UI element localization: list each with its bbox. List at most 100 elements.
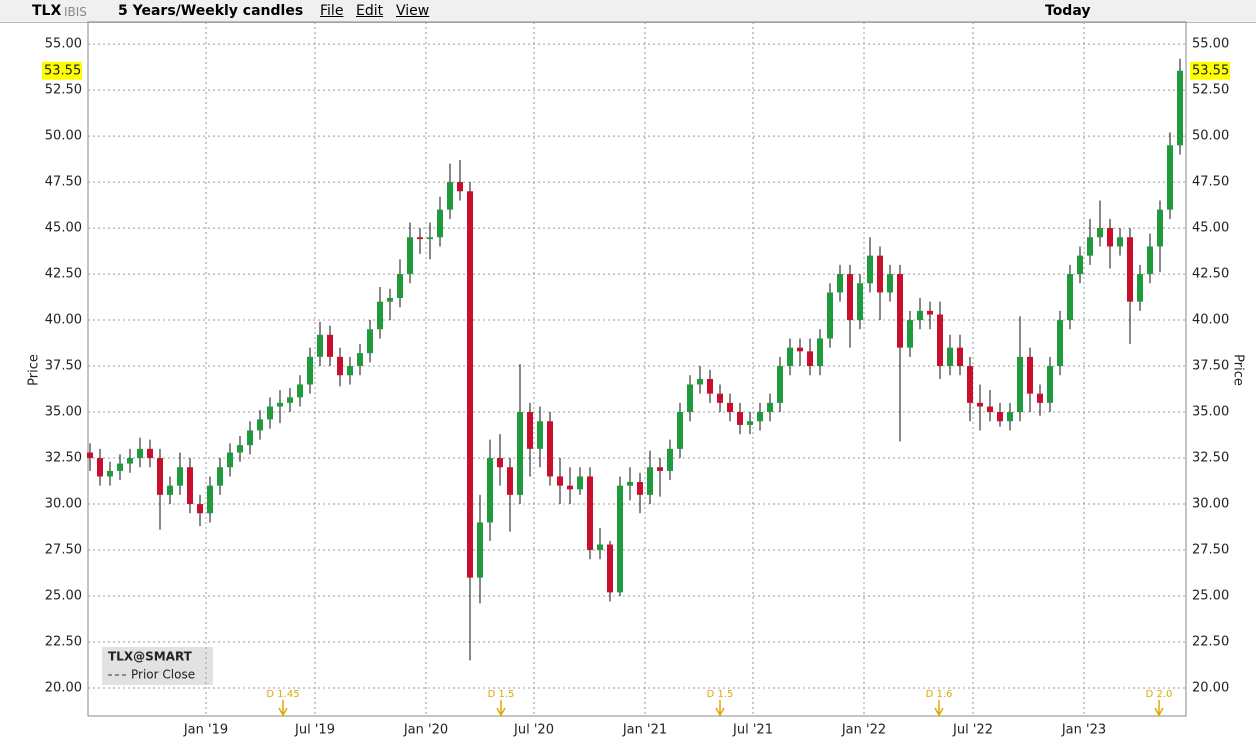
candle-body: [617, 485, 623, 593]
last-price-bg: [1190, 61, 1230, 80]
menu-file[interactable]: File: [320, 3, 344, 19]
candle-body: [737, 412, 743, 425]
last-price-bg: [42, 61, 82, 80]
y2-tick-label: 22.50: [1192, 635, 1229, 650]
candle-body: [287, 397, 293, 403]
candle-body: [687, 384, 693, 413]
y2-tick-label: 55.00: [1192, 37, 1229, 52]
candle-body: [367, 329, 373, 354]
candle-body: [767, 402, 773, 413]
candle-body: [597, 544, 603, 551]
dividend-label: D 1.5: [488, 689, 515, 700]
candle-body: [667, 448, 673, 471]
candle-body: [807, 351, 813, 367]
candle-body: [527, 412, 533, 449]
candle-body: [277, 402, 283, 407]
dividend-arrow: [1154, 700, 1164, 717]
y2-tick-label: 40.00: [1192, 313, 1229, 328]
x-tick-label: Jul '19: [294, 723, 335, 738]
candle-body: [777, 366, 783, 403]
candle-body: [237, 445, 243, 453]
candle-body: [967, 366, 973, 403]
candle-body: [927, 310, 933, 315]
candle-body: [97, 458, 103, 477]
candle-body: [697, 378, 703, 385]
candle-body: [137, 448, 143, 459]
candle-body: [87, 452, 93, 459]
candle-body: [907, 320, 913, 348]
candle-body: [197, 504, 203, 514]
candle-body: [407, 237, 413, 275]
range-select[interactable]: Today: [1045, 3, 1091, 19]
candle-body: [747, 421, 753, 425]
y2-tick-label: 50.00: [1192, 129, 1229, 144]
candle-body: [257, 419, 263, 431]
y-axis-label: Price: [27, 354, 42, 386]
dividend-label: D 1.5: [707, 689, 734, 700]
candle-body: [977, 402, 983, 407]
candle-body: [297, 384, 303, 398]
candle-body: [247, 430, 253, 446]
dividend-arrow: [934, 700, 944, 717]
candle-body: [787, 347, 793, 367]
dividend-arrow: [715, 700, 725, 717]
candle-body: [837, 274, 843, 293]
x-tick-label: Jan '19: [183, 723, 228, 738]
candle-body: [657, 467, 663, 471]
y2-tick-label: 27.50: [1192, 543, 1229, 558]
candle-body: [707, 378, 713, 394]
x-tick-label: Jan '21: [622, 723, 667, 738]
y2-tick-label: 52.50: [1192, 83, 1229, 98]
y2-tick-label: 32.50: [1192, 451, 1229, 466]
candle-body: [757, 412, 763, 422]
candle-body: [917, 310, 923, 321]
candle-body: [997, 412, 1003, 422]
candle-body: [127, 458, 133, 464]
candle-body: [1057, 320, 1063, 367]
candle-body: [937, 314, 943, 367]
candle-body: [427, 237, 433, 240]
candle-body: [987, 406, 993, 413]
legend-title: TLX@SMART: [108, 650, 193, 664]
dividend-arrow: [278, 700, 288, 717]
menu-view[interactable]: View: [396, 3, 430, 19]
candle-body: [437, 209, 443, 238]
candle-body: [317, 334, 323, 357]
menu-edit[interactable]: Edit: [356, 3, 384, 19]
candle-body: [117, 463, 123, 471]
y-tick-label: 22.50: [45, 635, 82, 650]
candle-body: [377, 301, 383, 330]
candle-body: [817, 338, 823, 367]
y2-tick-label: 42.50: [1192, 267, 1229, 282]
candle-body: [1127, 237, 1133, 302]
candle-body: [577, 476, 583, 490]
exchange: IBIS: [64, 5, 87, 19]
last-price-label: 53.55: [1192, 63, 1229, 78]
candle-body: [307, 356, 313, 385]
y-tick-label: 52.50: [45, 83, 82, 98]
candle-body: [1067, 274, 1073, 321]
y-tick-label: 35.00: [45, 405, 82, 420]
symbol[interactable]: TLX: [32, 3, 62, 19]
y-tick-label: 42.50: [45, 267, 82, 282]
candle-body: [1017, 356, 1023, 413]
candle-body: [477, 522, 483, 578]
candle-body: [1137, 274, 1143, 302]
candle-body: [867, 255, 873, 284]
candle-body: [1077, 255, 1083, 275]
candle-body: [537, 421, 543, 449]
candle-body: [1097, 228, 1103, 238]
candle-body: [647, 467, 653, 495]
dividend-label: D 1.6: [926, 689, 953, 700]
candle-body: [487, 458, 493, 523]
x-tick-label: Jan '20: [403, 723, 448, 738]
candle-body: [217, 467, 223, 486]
y-tick-label: 25.00: [45, 589, 82, 604]
candle-body: [1147, 246, 1153, 275]
candle-body: [147, 448, 153, 459]
candle-body: [327, 334, 333, 357]
period-select[interactable]: 5 Years/Weekly candles: [118, 3, 304, 19]
candle-body: [1107, 228, 1113, 247]
